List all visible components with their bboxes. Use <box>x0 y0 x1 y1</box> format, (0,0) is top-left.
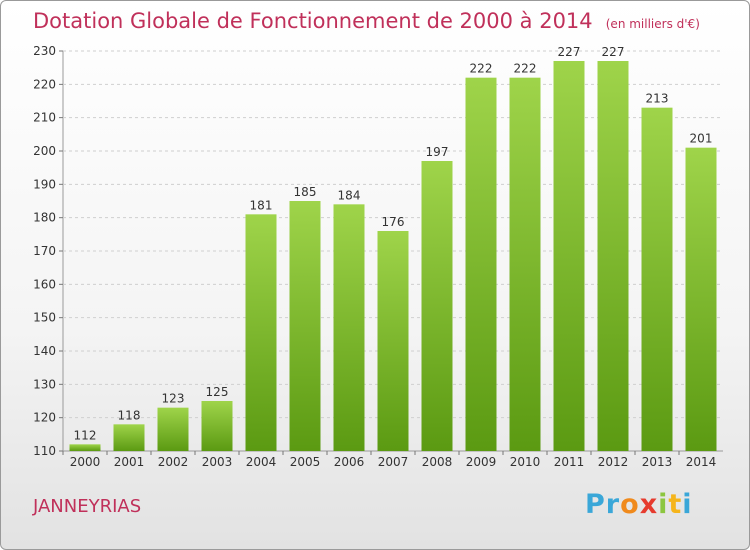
y-tick-label: 140 <box>33 344 56 358</box>
bar-2012 <box>597 61 629 451</box>
x-tick-label: 2003 <box>202 455 233 469</box>
data-label-2011: 227 <box>558 45 581 59</box>
logo-letter: P <box>585 489 606 520</box>
x-tick-label: 2011 <box>554 455 585 469</box>
proxiti-logo: Proxiti <box>585 489 693 520</box>
logo-letter: i <box>658 489 669 520</box>
data-label-2007: 176 <box>382 215 405 229</box>
chart-title: Dotation Globale de Fonctionnement de 20… <box>33 9 593 33</box>
x-tick-label: 2014 <box>686 455 717 469</box>
data-labels: 112 118 123 125 181 185 184 176 197 222 222 227 227 2… <box>74 45 713 442</box>
y-axis: 110 120 130 140 150 160 170 180 190 200 210 220 230 <box>33 44 63 458</box>
bar-2004 <box>245 214 277 451</box>
bar-2008 <box>421 161 453 451</box>
x-tick-label: 2010 <box>510 455 541 469</box>
y-tick-label: 190 <box>33 177 56 191</box>
bar-2006 <box>333 204 365 451</box>
bar-2002 <box>157 407 189 451</box>
x-tick-label: 2013 <box>642 455 673 469</box>
y-tick-label: 220 <box>33 77 56 91</box>
bar-2009 <box>465 77 497 452</box>
logo-letter: r <box>605 489 621 520</box>
y-tick-label: 200 <box>33 144 56 158</box>
data-label-2012: 227 <box>602 45 625 59</box>
bar-2007 <box>377 231 409 451</box>
x-tick-label: 2007 <box>378 455 409 469</box>
y-tick-label: 210 <box>33 111 56 125</box>
x-tick-label: 2006 <box>334 455 365 469</box>
logo-letter: t <box>668 489 683 520</box>
y-tick-label: 130 <box>33 377 56 391</box>
data-label-2013: 213 <box>646 92 669 106</box>
y-tick-label: 150 <box>33 311 56 325</box>
x-tick-label: 2012 <box>598 455 629 469</box>
data-label-2000: 112 <box>74 428 97 442</box>
x-tick-label: 2001 <box>114 455 145 469</box>
y-tick-label: 180 <box>33 211 56 225</box>
data-label-2014: 201 <box>690 132 713 146</box>
bar-2005 <box>289 201 321 451</box>
bar-2001 <box>113 424 145 451</box>
y-tick-label: 120 <box>33 411 56 425</box>
data-label-2005: 185 <box>294 185 317 199</box>
bar-2013 <box>641 107 673 452</box>
y-tick-label: 230 <box>33 44 56 58</box>
title-row: Dotation Globale de Fonctionnement de 20… <box>33 9 700 33</box>
x-tick-label: 2009 <box>466 455 497 469</box>
bar-2014 <box>685 147 717 451</box>
chart-subtitle: (en milliers d'€) <box>605 17 700 31</box>
bars <box>69 61 717 452</box>
y-tick-label: 110 <box>33 444 56 458</box>
data-label-2002: 123 <box>162 392 185 406</box>
bar-2011 <box>553 61 585 451</box>
commune-name: JANNEYRIAS <box>33 496 142 517</box>
bar-2003 <box>201 401 233 451</box>
logo-letter: i <box>682 489 693 520</box>
x-tick-label: 2004 <box>246 455 277 469</box>
bar-2010 <box>509 77 541 452</box>
y-tick-label: 160 <box>33 277 56 291</box>
logo-letter: o <box>620 489 640 520</box>
x-axis: 2000 2001 2002 2003 2004 2005 2006 2007 2008 2009… <box>62 451 717 469</box>
x-tick-label: 2008 <box>422 455 453 469</box>
x-tick-label: 2005 <box>290 455 321 469</box>
data-label-2010: 222 <box>514 62 537 76</box>
logo-letter: x <box>639 489 659 520</box>
data-label-2008: 197 <box>426 145 449 159</box>
data-label-2001: 118 <box>118 408 141 422</box>
y-tick-label: 170 <box>33 244 56 258</box>
x-tick-label: 2000 <box>70 455 101 469</box>
data-label-2004: 181 <box>250 198 273 212</box>
x-tick-label: 2002 <box>158 455 189 469</box>
data-label-2009: 222 <box>470 62 493 76</box>
data-label-2006: 184 <box>338 188 361 202</box>
data-label-2003: 125 <box>206 385 229 399</box>
bar-2000 <box>69 444 101 451</box>
